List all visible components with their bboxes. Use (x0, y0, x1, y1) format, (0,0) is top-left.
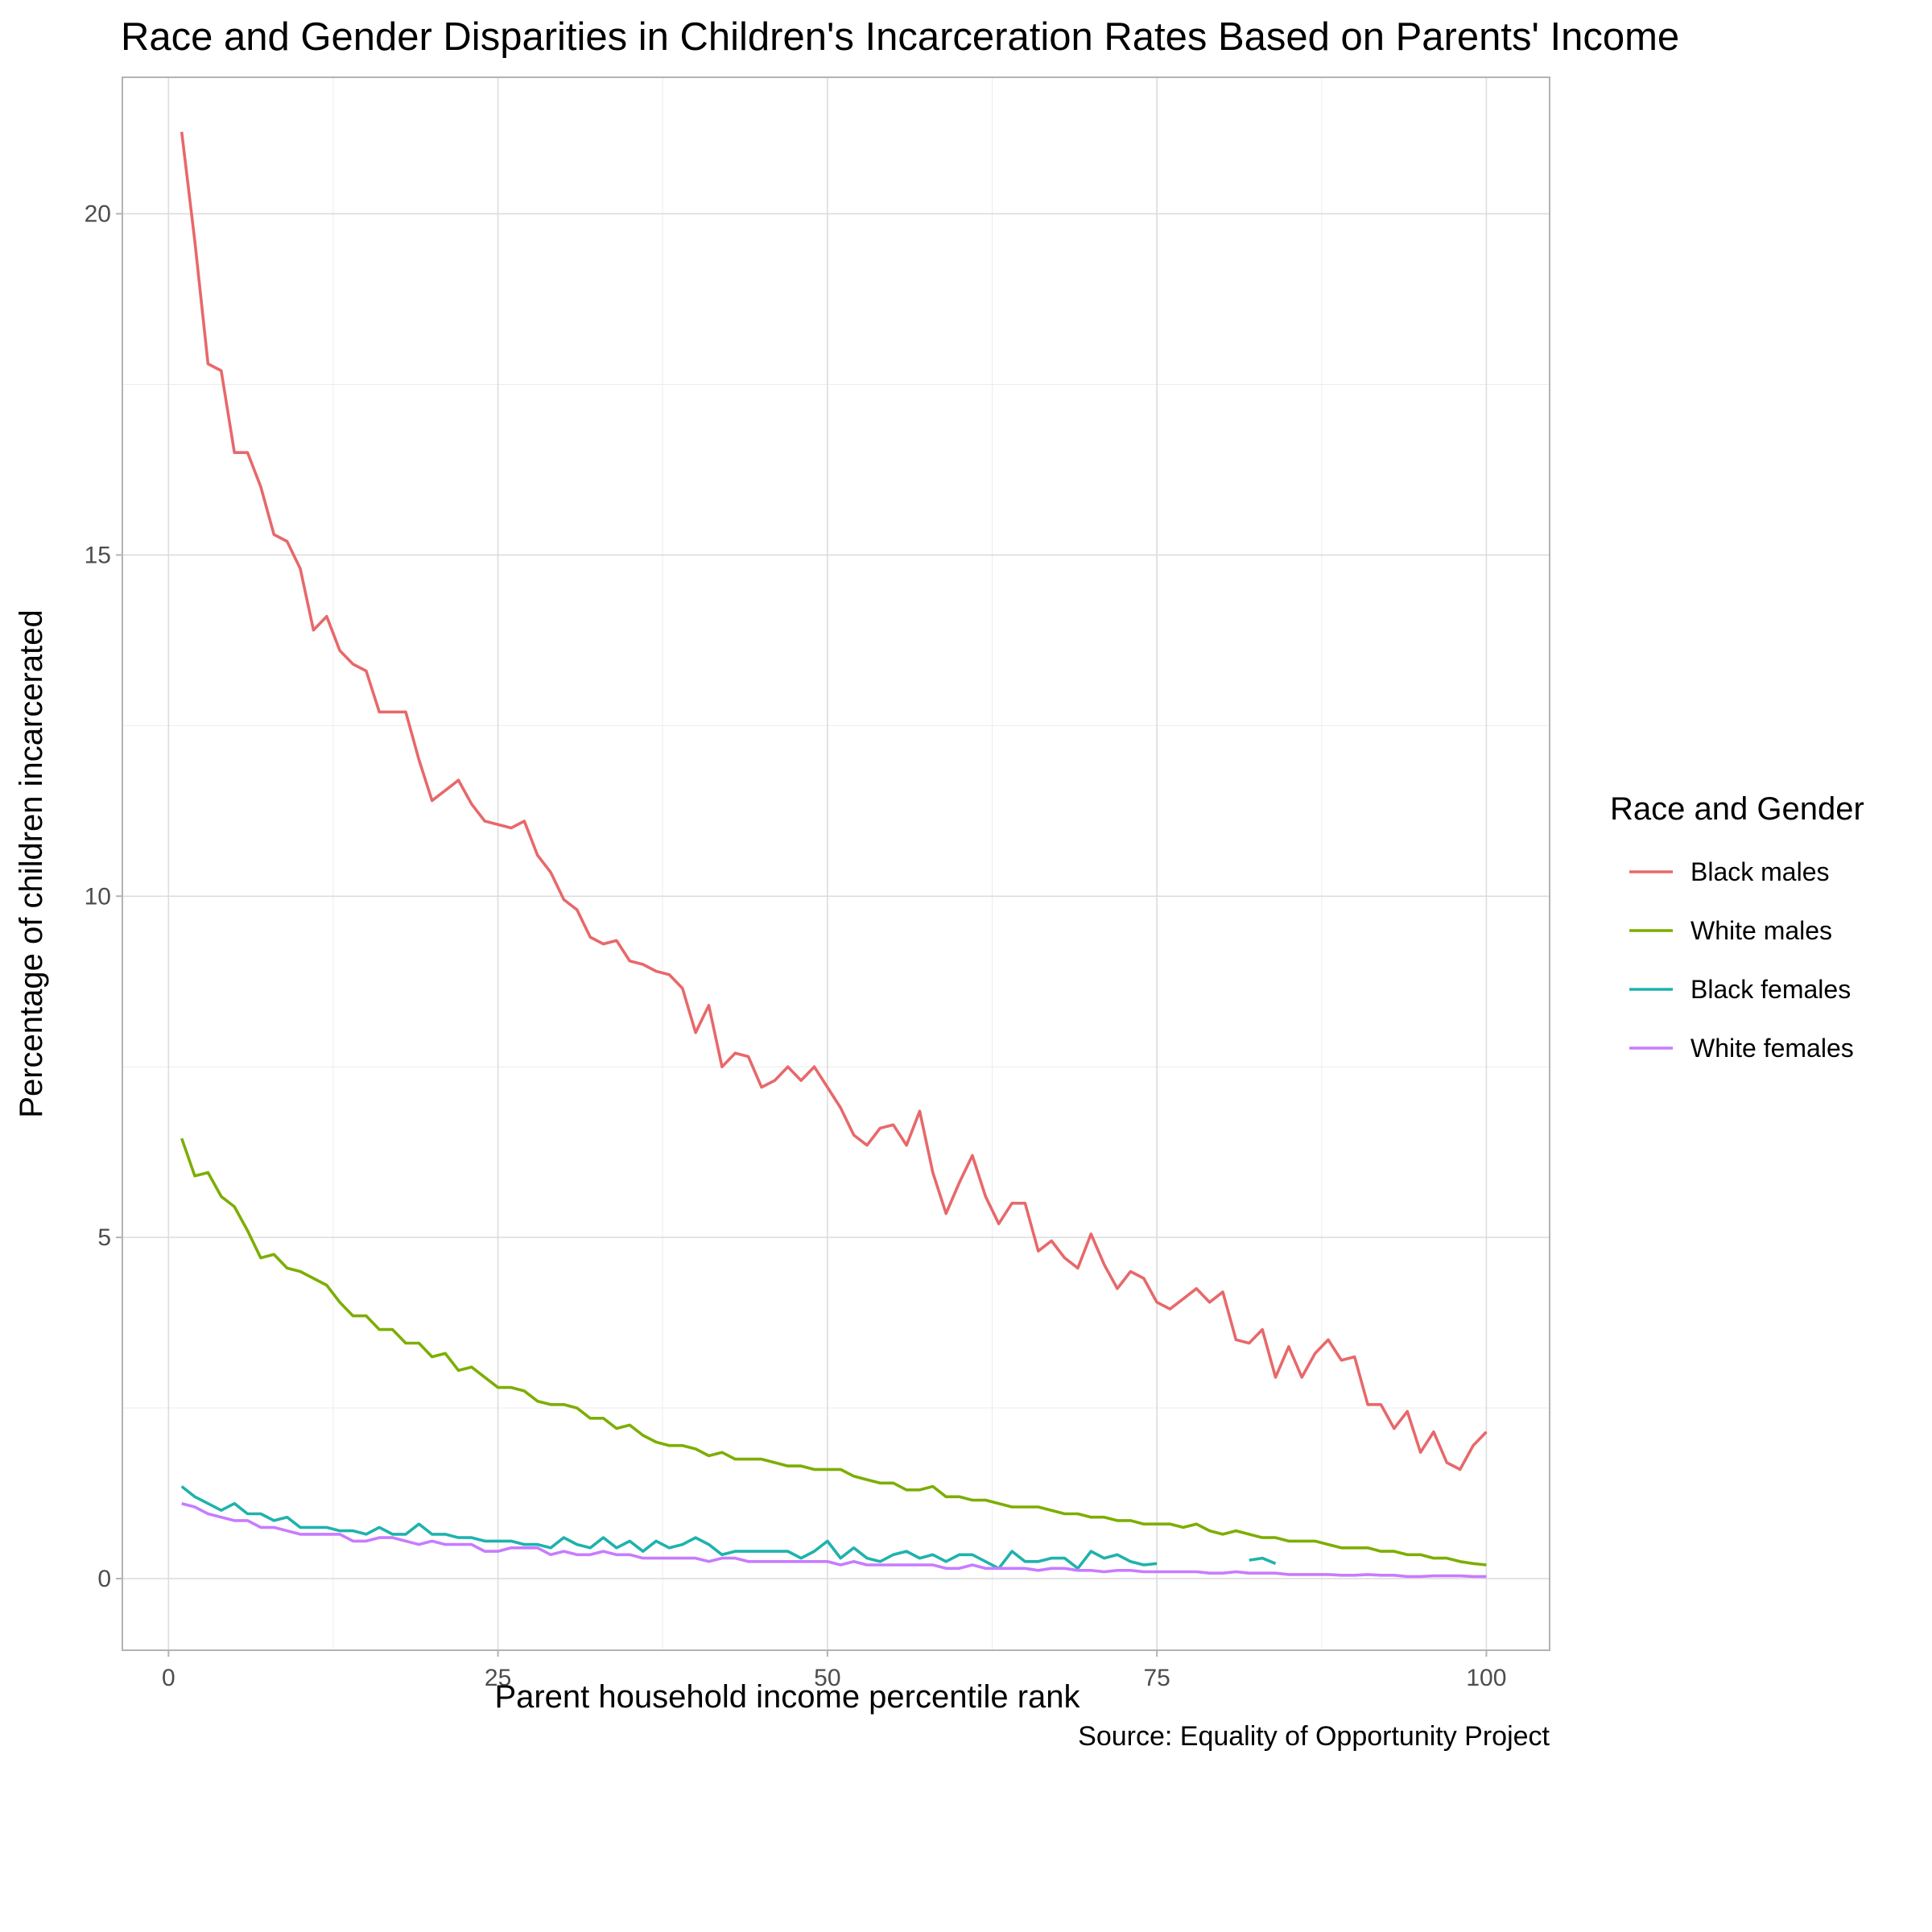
legend: Race and Gender Black males White males Bl… (1610, 791, 1864, 1063)
legend-label-black-females: Black females (1690, 975, 1851, 1004)
chart-caption: Source: Equality of Opportunity Project (1078, 1721, 1550, 1752)
series-line-black-females (180, 1485, 1277, 1571)
chart-title: Race and Gender Disparities in Children'… (121, 15, 1679, 59)
legend-label-white-males: White males (1690, 916, 1832, 945)
y-axis-ticks: 0 5 10 15 20 (85, 201, 122, 1592)
x-tick-label: 0 (162, 1665, 175, 1691)
y-tick-label: 0 (97, 1566, 111, 1592)
y-tick-label: 10 (85, 883, 111, 910)
x-axis-title: Parent household income percentile rank (494, 1679, 1080, 1715)
series-line-black-males (180, 131, 1488, 1472)
x-tick-label: 100 (1466, 1665, 1506, 1691)
series-line-white-females (181, 1501, 1487, 1579)
legend-title: Race and Gender (1610, 791, 1864, 827)
series-line-white-males (180, 1137, 1487, 1567)
x-tick-label: 25 (485, 1665, 511, 1691)
legend-label-white-females: White females (1690, 1034, 1854, 1063)
x-tick-label: 50 (814, 1665, 840, 1691)
y-tick-label: 5 (97, 1224, 111, 1251)
y-tick-label: 20 (85, 201, 111, 228)
minor-gridlines (122, 77, 1550, 1650)
y-axis-title: Percentage of children incarcerated (14, 609, 49, 1117)
legend-label-black-males: Black males (1690, 857, 1830, 886)
x-tick-label: 75 (1143, 1665, 1170, 1691)
y-tick-label: 15 (85, 542, 111, 568)
x-axis-ticks: 0 25 50 75 100 (162, 1650, 1506, 1691)
series-lines (180, 131, 1488, 1579)
plot-panel-border (122, 76, 1550, 1651)
major-gridlines (122, 77, 1550, 1650)
